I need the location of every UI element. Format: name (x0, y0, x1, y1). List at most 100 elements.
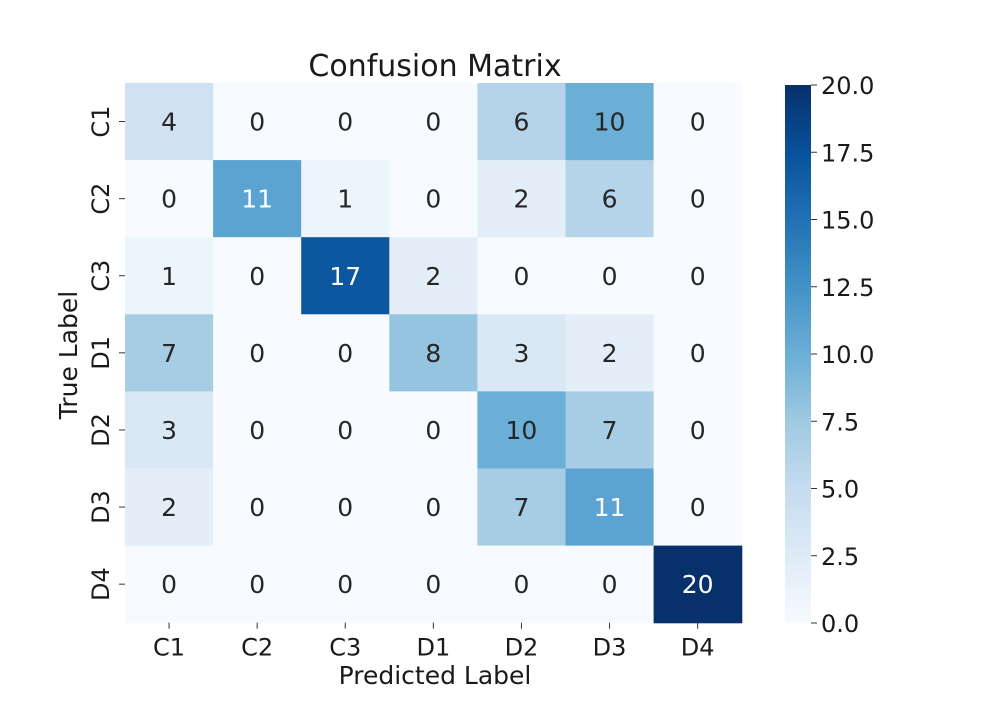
cell-value-label: 0 (690, 108, 706, 137)
x-tick-label: D4 (681, 634, 715, 662)
cell-value-label: 8 (425, 339, 441, 368)
heatmap-cell (301, 391, 390, 470)
colorbar-tick-label: 20.0 (821, 72, 874, 100)
heatmap-cell (125, 237, 214, 315)
heatmap-cell (477, 160, 567, 238)
cell-value-label: 2 (602, 339, 618, 368)
cell-value-label: 2 (425, 262, 441, 291)
cell-value-label: 6 (513, 108, 529, 137)
heatmap-cell (565, 314, 655, 392)
x-axis-ticks: C1 C2 C3 D1 D2 D3 D4 (153, 622, 715, 662)
heatmap-cell (565, 237, 655, 315)
cell-value-label: 0 (690, 262, 706, 291)
cell-value-label: 0 (249, 339, 265, 368)
cell-value-label: 6 (602, 185, 618, 214)
x-tick-label: C1 (153, 634, 185, 662)
heatmap-cell (389, 314, 478, 392)
heatmap-cell (301, 160, 390, 238)
heatmap-cell (125, 468, 214, 547)
y-axis-label: True Label (54, 291, 83, 421)
cell-value-label: 20 (682, 570, 714, 599)
y-tick-label: D3 (87, 490, 115, 524)
cell-value-label: 0 (425, 493, 441, 522)
cell-value-label: 17 (329, 262, 361, 291)
heatmap-cell (389, 391, 478, 470)
cell-value-label: 0 (161, 185, 177, 214)
x-tick-label: D3 (593, 634, 627, 662)
cell-value-label: 0 (249, 416, 265, 445)
heatmap-cell (653, 391, 743, 470)
heatmap-cell (389, 83, 478, 161)
cell-value-label: 0 (249, 570, 265, 599)
x-tick-label: C3 (329, 634, 361, 662)
cell-value-label: 0 (161, 570, 177, 599)
cell-value-label: 0 (690, 339, 706, 368)
cell-value-label: 0 (690, 416, 706, 445)
heatmap-grid (125, 83, 743, 624)
heatmap-cell (653, 237, 743, 315)
heatmap-cell (477, 391, 567, 470)
cell-value-label: 0 (425, 570, 441, 599)
y-tick-label: D2 (87, 413, 115, 447)
cell-value-label: 1 (161, 262, 177, 291)
colorbar-tick-label: 0.0 (821, 610, 859, 638)
cell-value-label: 0 (690, 493, 706, 522)
heatmap-cell (389, 237, 478, 315)
heatmap-cell (565, 160, 655, 238)
x-tick-label: D2 (505, 634, 539, 662)
y-axis-ticks: C1 C2 C3 D1 D2 D3 D4 (87, 106, 125, 601)
colorbar-tick-label: 5.0 (821, 476, 859, 504)
heatmap-cell (125, 83, 214, 161)
cell-value-label: 0 (513, 262, 529, 291)
cell-value-label: 0 (249, 262, 265, 291)
cell-value-label: 7 (602, 416, 618, 445)
cell-value-label: 4 (161, 108, 177, 137)
cell-value-label: 0 (602, 262, 618, 291)
cell-value-label: 1 (337, 185, 353, 214)
cell-value-label: 0 (249, 493, 265, 522)
heatmap-cell (653, 83, 743, 161)
heatmap-cell (565, 545, 655, 624)
cell-value-label: 0 (249, 108, 265, 137)
cell-value-label: 7 (161, 339, 177, 368)
heatmap-cell (477, 83, 567, 161)
heatmap-cell (565, 83, 655, 161)
cell-value-label: 0 (602, 570, 618, 599)
colorbar-tick-label: 15.0 (821, 207, 874, 235)
heatmap-cell (477, 237, 567, 315)
heatmap-cell (213, 314, 302, 392)
heatmap-cell (213, 545, 302, 624)
heatmap-cell (213, 237, 302, 315)
heatmap-cell (565, 468, 655, 547)
colorbar-tick-label: 17.5 (821, 139, 874, 167)
cell-value-label: 0 (337, 416, 353, 445)
y-tick-label: D4 (87, 567, 115, 601)
heatmap-cell (213, 83, 302, 161)
cell-value-label: 10 (594, 108, 626, 137)
heatmap-cell (565, 391, 655, 470)
chart-title: Confusion Matrix (308, 49, 561, 84)
heatmap-cell (653, 468, 743, 547)
heatmap-cell (653, 160, 743, 238)
cell-value-label: 0 (425, 108, 441, 137)
cell-value-label: 2 (513, 185, 529, 214)
heatmap-cell-labels: 4 0 0 0 6 10 00 11 1 0 2 6 01 0 17 2 0 0 07 0 0 8 3 2 03 0 0 0 10 7 02… (161, 108, 713, 600)
cell-value-label: 3 (513, 339, 529, 368)
heatmap-cell (213, 160, 302, 238)
heatmap-cell (389, 545, 478, 624)
heatmap-cell (213, 468, 302, 547)
x-tick-label: D1 (416, 634, 450, 662)
y-tick-label: D1 (87, 336, 115, 370)
colorbar-tick-label: 10.0 (821, 341, 874, 369)
cell-value-label: 0 (337, 108, 353, 137)
heatmap-cell (301, 468, 390, 547)
x-axis-label: Predicted Label (339, 661, 532, 690)
cell-value-label: 0 (337, 570, 353, 599)
heatmap-cell (301, 545, 390, 624)
cell-value-label: 7 (513, 493, 529, 522)
heatmap-cell (125, 545, 214, 624)
heatmap-cell (301, 314, 390, 392)
colorbar-tick-label: 12.5 (821, 274, 874, 302)
x-tick-label: C2 (241, 634, 273, 662)
